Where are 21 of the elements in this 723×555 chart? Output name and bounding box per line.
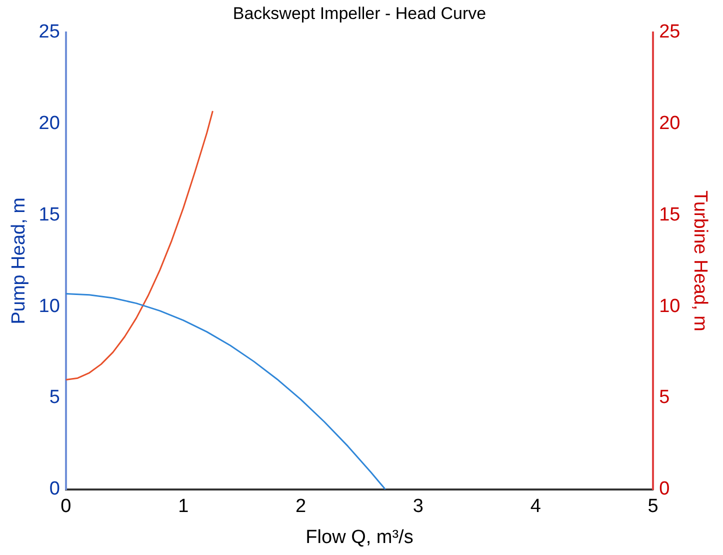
y2-tick-label: 5 [659, 387, 670, 408]
y2-tick-label: 25 [659, 22, 680, 43]
x-axis-title: Flow Q, m³/s [306, 526, 414, 548]
x-tick-label: 1 [178, 496, 189, 518]
y-tick-label: 15 [38, 204, 60, 226]
y2-tick-label: 20 [659, 113, 680, 134]
y-tick-label: 10 [38, 296, 60, 317]
chart-title: Backswept Impeller - Head Curve [232, 4, 486, 23]
x-tick-label: 2 [296, 496, 306, 518]
y2-tick-label: 15 [659, 204, 680, 226]
y-tick-label: 5 [49, 387, 60, 408]
y-tick-label: 25 [38, 22, 60, 43]
y-tick-label: 20 [38, 113, 60, 134]
y2-axis-title: Turbine Head, m [689, 190, 710, 332]
x-tick-label: 4 [530, 496, 542, 518]
y-tick-label: 0 [49, 478, 60, 500]
y2-tick-label: 0 [659, 478, 670, 500]
x-tick-label: 3 [412, 496, 424, 518]
y2-tick-label: 10 [659, 296, 680, 317]
x-tick-label: 5 [648, 496, 658, 518]
y-axis-title: Pump Head, m [8, 198, 30, 324]
